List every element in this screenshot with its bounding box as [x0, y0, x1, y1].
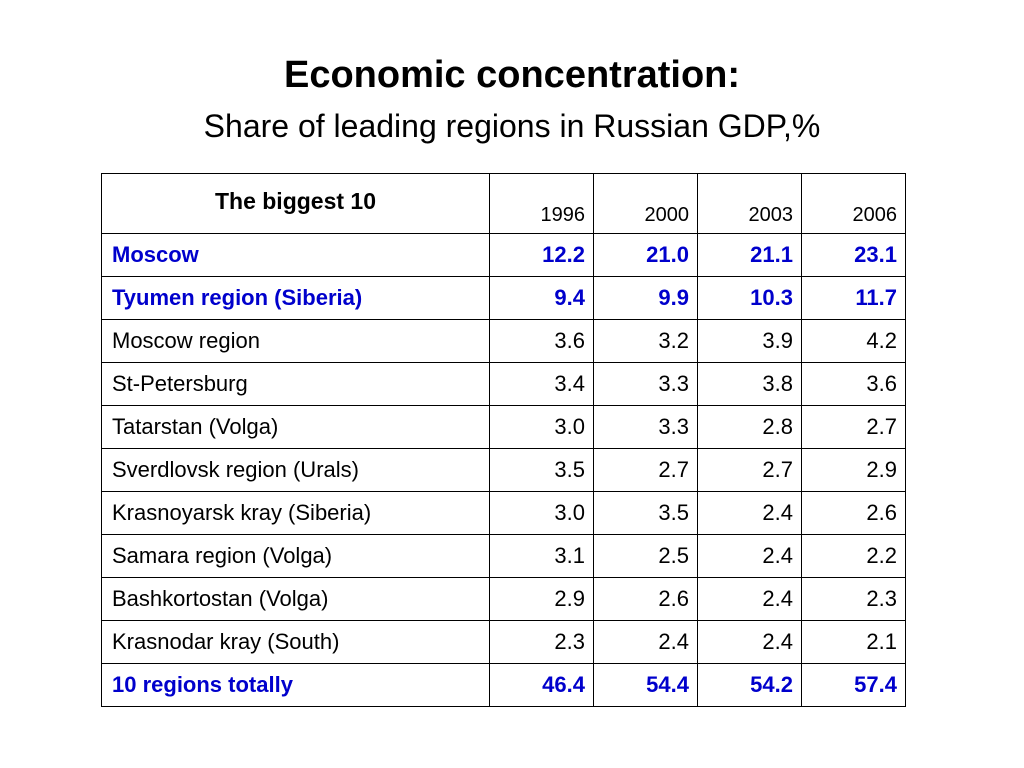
table-row: Bashkortostan (Volga) 2.9 2.6 2.4 2.3: [101, 577, 906, 621]
value-cell: 2.4: [593, 620, 698, 664]
region-name-cell: Bashkortostan (Volga): [101, 577, 490, 621]
value-cell: 12.2: [489, 233, 594, 277]
year-header: 2006: [801, 173, 906, 234]
value-cell: 54.4: [593, 663, 698, 707]
value-cell: 21.1: [697, 233, 802, 277]
value-cell: 9.9: [593, 276, 698, 320]
value-cell: 3.2: [593, 319, 698, 363]
value-cell: 10.3: [697, 276, 802, 320]
value-cell: 2.6: [801, 491, 906, 535]
region-name-cell: St-Petersburg: [101, 362, 490, 406]
table-header-label: The biggest 10: [101, 173, 490, 234]
region-name-cell: 10 regions totally: [101, 663, 490, 707]
region-name-cell: Tyumen region (Siberia): [101, 276, 490, 320]
table-row: Moscow region 3.6 3.2 3.9 4.2: [101, 319, 906, 363]
value-cell: 57.4: [801, 663, 906, 707]
region-name-cell: Krasnodar kray (South): [101, 620, 490, 664]
value-cell: 2.1: [801, 620, 906, 664]
table-header-row: The biggest 10 1996 2000 2003 2006: [101, 173, 906, 234]
value-cell: 3.0: [489, 491, 594, 535]
value-cell: 3.4: [489, 362, 594, 406]
value-cell: 2.3: [489, 620, 594, 664]
table-row: Sverdlovsk region (Urals) 3.5 2.7 2.7 2.9: [101, 448, 906, 492]
value-cell: 2.7: [593, 448, 698, 492]
value-cell: 21.0: [593, 233, 698, 277]
value-cell: 2.9: [801, 448, 906, 492]
value-cell: 3.9: [697, 319, 802, 363]
table-row: Krasnodar kray (South) 2.3 2.4 2.4 2.1: [101, 620, 906, 664]
value-cell: 2.8: [697, 405, 802, 449]
value-cell: 2.4: [697, 620, 802, 664]
value-cell: 2.3: [801, 577, 906, 621]
table-row: St-Petersburg 3.4 3.3 3.8 3.6: [101, 362, 906, 406]
value-cell: 2.5: [593, 534, 698, 578]
value-cell: 3.5: [593, 491, 698, 535]
slide-subtitle: Share of leading regions in Russian GDP,…: [203, 108, 821, 144]
value-cell: 3.8: [697, 362, 802, 406]
region-name-cell: Moscow: [101, 233, 490, 277]
year-header: 1996: [489, 173, 594, 234]
region-name-cell: Moscow region: [101, 319, 490, 363]
table-row: Tatarstan (Volga) 3.0 3.3 2.8 2.7: [101, 405, 906, 449]
value-cell: 2.6: [593, 577, 698, 621]
table-row: Moscow 12.2 21.0 21.1 23.1: [101, 233, 906, 277]
regions-gdp-table: The biggest 10 1996 2000 2003 2006 Mosco…: [101, 173, 906, 707]
value-cell: 2.4: [697, 534, 802, 578]
year-header: 2000: [593, 173, 698, 234]
value-cell: 23.1: [801, 233, 906, 277]
value-cell: 3.3: [593, 405, 698, 449]
value-cell: 2.4: [697, 577, 802, 621]
table-row: Tyumen region (Siberia) 9.4 9.9 10.3 11.7: [101, 276, 906, 320]
table-row: Krasnoyarsk kray (Siberia) 3.0 3.5 2.4 2.6: [101, 491, 906, 535]
value-cell: 9.4: [489, 276, 594, 320]
region-name-cell: Samara region (Volga): [101, 534, 490, 578]
value-cell: 3.5: [489, 448, 594, 492]
table-row: Samara region (Volga) 3.1 2.5 2.4 2.2: [101, 534, 906, 578]
value-cell: 54.2: [697, 663, 802, 707]
table-body: Moscow 12.2 21.0 21.1 23.1 Tyumen region (Sib…: [101, 233, 906, 707]
value-cell: 3.0: [489, 405, 594, 449]
value-cell: 2.7: [801, 405, 906, 449]
value-cell: 46.4: [489, 663, 594, 707]
value-cell: 2.4: [697, 491, 802, 535]
value-cell: 3.6: [489, 319, 594, 363]
value-cell: 4.2: [801, 319, 906, 363]
region-name-cell: Krasnoyarsk kray (Siberia): [101, 491, 490, 535]
value-cell: 3.3: [593, 362, 698, 406]
value-cell: 2.9: [489, 577, 594, 621]
table-row: 10 regions totally 46.4 54.4 54.2 57.4: [101, 663, 906, 707]
value-cell: 2.2: [801, 534, 906, 578]
region-name-cell: Sverdlovsk region (Urals): [101, 448, 490, 492]
value-cell: 3.1: [489, 534, 594, 578]
year-header: 2003: [697, 173, 802, 234]
slide-title: Economic concentration:: [283, 54, 741, 96]
value-cell: 3.6: [801, 362, 906, 406]
value-cell: 11.7: [801, 276, 906, 320]
value-cell: 2.7: [697, 448, 802, 492]
region-name-cell: Tatarstan (Volga): [101, 405, 490, 449]
